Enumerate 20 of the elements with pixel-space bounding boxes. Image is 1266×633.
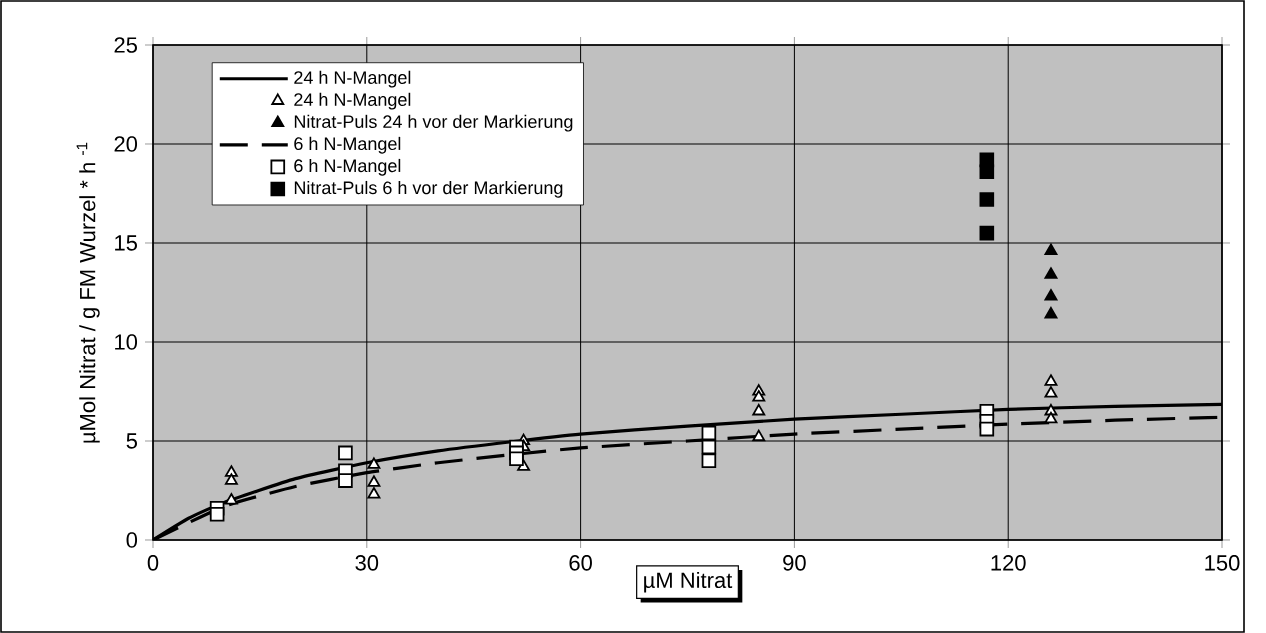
x-tick-label: 90 — [783, 555, 806, 571]
y-tick-label: 0 — [126, 532, 138, 548]
legend-label: Nitrat-Puls 6 h vor der Markierung — [294, 180, 563, 198]
x-tick-label: 120 — [991, 555, 1026, 571]
y-tick-label: 15 — [115, 235, 137, 251]
y-axis-title: µMol Nitrat / g FM Wurzel * h $^{-1}$ — [76, 142, 100, 443]
y-tick-label: 25 — [114, 37, 137, 53]
y-tick-label: 20 — [114, 136, 138, 152]
x-tick-label: 150 — [1205, 555, 1240, 571]
x-tick-label: 0 — [147, 555, 159, 571]
legend-label: 6 h N-Mangel — [294, 158, 401, 176]
y-tick-label: 5 — [126, 433, 137, 449]
x-tick-label: 60 — [569, 555, 592, 571]
legend-label: 6 h N-Mangel — [294, 136, 401, 154]
legend-label: Nitrat-Puls 24 h vor der Markierung — [294, 114, 573, 132]
x-tick-label: 30 — [355, 555, 379, 571]
x-axis-title: µM Nitrat — [644, 571, 733, 593]
legend-label: 24 h N-Mangel — [294, 92, 411, 110]
legend-label: 24 h N-Mangel — [294, 70, 411, 88]
y-tick-label: 10 — [115, 334, 138, 350]
